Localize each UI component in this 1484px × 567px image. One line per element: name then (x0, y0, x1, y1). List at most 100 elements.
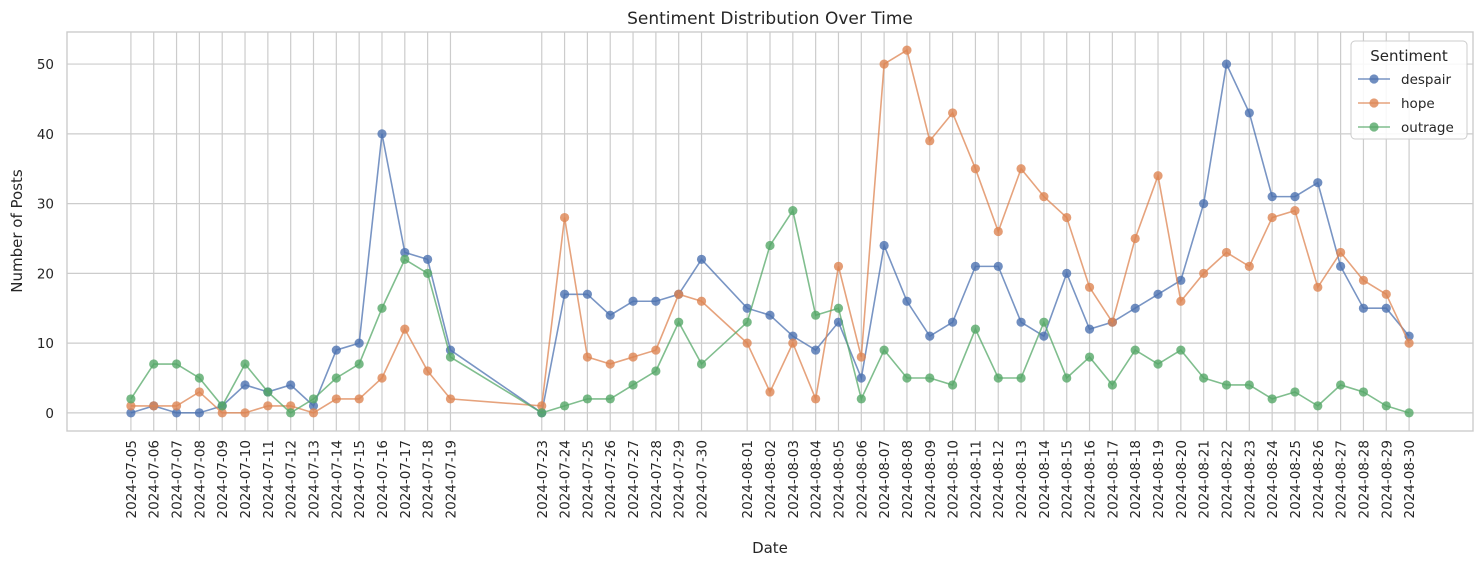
series-outrage (126, 205, 1414, 418)
hope-point (126, 401, 136, 411)
despair-point (423, 254, 433, 265)
legend: Sentiment despair hope outrage (1350, 40, 1468, 140)
despair-point (1313, 178, 1323, 188)
hope-point (377, 373, 387, 383)
legend-item-despair: despair (1358, 72, 1452, 88)
grid-lines (67, 32, 1473, 431)
hope-point (1267, 212, 1277, 223)
despair-point (1381, 303, 1391, 313)
outrage-point (423, 268, 433, 278)
x-tick-label: 2024-07-09 (215, 440, 231, 518)
outrage-point (559, 401, 570, 411)
hope-point (742, 338, 752, 348)
despair-point (993, 261, 1003, 271)
outrage-point (651, 366, 661, 376)
legend-items: despair hope outrage (1358, 72, 1454, 136)
hope-point (1084, 282, 1095, 292)
despair-point (696, 254, 707, 265)
outrage-point (1016, 373, 1026, 383)
outrage-point (833, 303, 844, 313)
despair-point (925, 331, 935, 341)
x-tick-label: 2024-07-23 (535, 440, 551, 518)
despair-point (1153, 289, 1163, 299)
x-tick-label: 2024-08-16 (1083, 440, 1099, 518)
x-tick-label: 2024-07-15 (352, 440, 368, 518)
despair-point (1084, 324, 1095, 334)
despair-point (1358, 303, 1369, 313)
outrage-point (742, 317, 752, 327)
y-tick-label: 0 (45, 406, 54, 422)
outrage-point (445, 352, 456, 362)
outrage-point (1062, 373, 1072, 383)
x-tick-label: 2024-07-29 (672, 440, 688, 518)
hope-point (628, 352, 638, 362)
outrage-point (1221, 380, 1232, 390)
outrage-point (1313, 401, 1323, 411)
x-tick-label: 2024-08-13 (1014, 440, 1030, 518)
despair-point (1244, 108, 1254, 118)
hope-point (879, 59, 889, 69)
hope-point (1381, 289, 1391, 299)
x-tick-label: 2024-08-10 (946, 440, 962, 518)
despair-point (1062, 268, 1072, 278)
x-tick-label: 2024-08-09 (923, 440, 939, 518)
x-tick-label: 2024-08-03 (786, 440, 802, 518)
x-tick-label: 2024-08-22 (1219, 440, 1235, 518)
legend-swatch-marker (1369, 122, 1379, 132)
x-tick-label: 2024-08-06 (854, 440, 870, 518)
x-tick-label: 2024-08-14 (1037, 440, 1053, 518)
x-tick-label: 2024-08-26 (1311, 440, 1327, 518)
despair-point (1336, 261, 1346, 271)
hope-point (993, 226, 1003, 237)
outrage-point (1290, 387, 1300, 397)
despair-point (354, 338, 364, 348)
x-tick-label: 2024-07-08 (192, 440, 208, 518)
x-tick-label: 2024-07-07 (170, 440, 186, 518)
despair-point (628, 296, 638, 306)
despair-point (605, 310, 615, 320)
series-despair (126, 59, 1414, 418)
legend-label: despair (1401, 72, 1452, 88)
x-tick-label: 2024-08-21 (1197, 440, 1213, 518)
hope-point (286, 401, 296, 411)
x-tick-label: 2024-07-17 (398, 440, 414, 518)
outrage-point (788, 205, 798, 216)
despair-point (970, 261, 981, 271)
hope-point (1290, 205, 1300, 216)
despair-point (559, 289, 570, 299)
despair-point (902, 296, 912, 306)
outrage-point (993, 373, 1003, 383)
despair-point (582, 289, 593, 299)
outrage-point (217, 401, 227, 411)
y-tick-label: 20 (37, 266, 54, 282)
hope-point (651, 345, 661, 355)
hope-point (970, 164, 981, 174)
legend-title: Sentiment (1370, 47, 1448, 65)
chart-title: Sentiment Distribution Over Time (627, 9, 913, 29)
x-tick-label: 2024-08-12 (991, 440, 1007, 518)
x-axis-label: Date (752, 539, 788, 557)
x-tick-label: 2024-07-24 (558, 440, 574, 518)
despair-point (742, 303, 752, 313)
hope-point (1358, 275, 1369, 285)
y-tick-label: 50 (37, 57, 54, 73)
legend-box (1350, 40, 1468, 140)
outrage-point (674, 317, 684, 327)
y-tick-label: 30 (37, 197, 54, 213)
x-tick-label: 2024-08-02 (763, 440, 779, 518)
despair-point (240, 380, 250, 390)
despair-point (171, 408, 182, 418)
outrage-point (856, 394, 866, 404)
x-tick-label: 2024-07-26 (603, 440, 619, 518)
hope-point (1062, 212, 1072, 223)
outrage-point (1404, 408, 1414, 418)
x-tick-label: 2024-07-25 (580, 440, 596, 518)
hope-point (902, 45, 912, 55)
hope-point (1176, 296, 1186, 306)
hope-point (1107, 317, 1117, 327)
y-tick-label: 10 (37, 336, 54, 352)
x-tick-label: 2024-08-18 (1128, 440, 1144, 518)
x-tick-label: 2024-07-28 (649, 440, 665, 518)
despair-point (811, 345, 821, 355)
